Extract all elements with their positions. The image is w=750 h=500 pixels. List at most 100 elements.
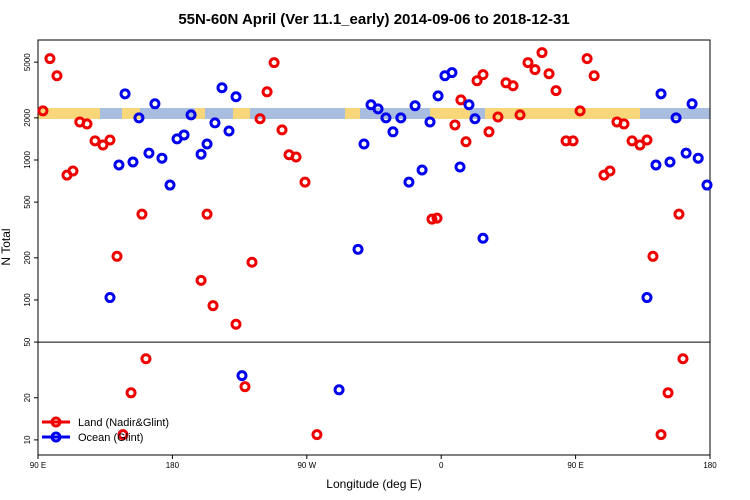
x-tick-label: 90 W bbox=[297, 461, 316, 470]
point bbox=[113, 159, 125, 171]
point bbox=[89, 135, 101, 147]
point bbox=[254, 113, 266, 125]
point bbox=[692, 152, 704, 164]
point bbox=[424, 116, 436, 128]
legend-label: Land (Nadir&Glint) bbox=[78, 417, 169, 429]
point bbox=[290, 151, 302, 163]
point bbox=[216, 82, 228, 94]
point bbox=[67, 165, 79, 177]
point bbox=[333, 384, 345, 396]
point bbox=[492, 111, 504, 123]
point bbox=[588, 70, 600, 82]
point bbox=[449, 119, 461, 131]
point bbox=[195, 148, 207, 160]
point bbox=[127, 156, 139, 168]
point bbox=[178, 129, 190, 141]
point bbox=[239, 381, 251, 393]
point bbox=[567, 135, 579, 147]
point bbox=[230, 91, 242, 103]
point bbox=[431, 212, 443, 224]
point bbox=[670, 112, 682, 124]
point bbox=[387, 126, 399, 138]
point bbox=[201, 208, 213, 220]
point bbox=[463, 99, 475, 111]
point bbox=[104, 134, 116, 146]
point bbox=[81, 118, 93, 130]
point bbox=[662, 387, 674, 399]
point bbox=[185, 109, 197, 121]
point bbox=[230, 318, 242, 330]
point bbox=[37, 105, 49, 117]
legend-marker bbox=[50, 416, 62, 428]
point bbox=[311, 429, 323, 441]
y-tick-label: 500 bbox=[23, 195, 32, 209]
point bbox=[469, 113, 481, 125]
point bbox=[207, 300, 219, 312]
x-tick-label: 90 E bbox=[567, 461, 583, 470]
point bbox=[195, 274, 207, 286]
point bbox=[581, 53, 593, 65]
point bbox=[641, 292, 653, 304]
plot-frame bbox=[37, 39, 711, 456]
point bbox=[261, 86, 273, 98]
point bbox=[641, 134, 653, 146]
point bbox=[483, 126, 495, 138]
point bbox=[51, 70, 63, 82]
point bbox=[133, 112, 145, 124]
point bbox=[477, 69, 489, 81]
point bbox=[514, 109, 526, 121]
point bbox=[701, 179, 713, 191]
point bbox=[680, 147, 692, 159]
point bbox=[574, 105, 586, 117]
point bbox=[618, 118, 630, 130]
point bbox=[460, 136, 472, 148]
point bbox=[673, 208, 685, 220]
point bbox=[446, 67, 458, 79]
point bbox=[117, 429, 129, 441]
point bbox=[352, 243, 364, 255]
point bbox=[201, 138, 213, 150]
point bbox=[650, 159, 662, 171]
legend-marker bbox=[50, 431, 62, 443]
y-tick-label: 100 bbox=[23, 293, 32, 307]
point bbox=[372, 103, 384, 115]
point bbox=[455, 94, 467, 106]
point bbox=[380, 112, 392, 124]
point bbox=[119, 88, 131, 100]
point bbox=[507, 80, 519, 92]
y-tick-label: 200 bbox=[23, 251, 32, 265]
y-axis-label: N Total bbox=[0, 228, 13, 265]
point bbox=[416, 164, 428, 176]
point bbox=[395, 112, 407, 124]
point bbox=[44, 53, 56, 65]
point bbox=[477, 232, 489, 244]
point bbox=[104, 292, 116, 304]
point bbox=[140, 353, 152, 365]
point bbox=[647, 250, 659, 262]
y-tick-label: 20 bbox=[23, 393, 32, 402]
point bbox=[164, 179, 176, 191]
point bbox=[209, 117, 221, 129]
point bbox=[299, 176, 311, 188]
x-tick-label: 90 E bbox=[30, 461, 46, 470]
point bbox=[522, 57, 534, 69]
point bbox=[454, 161, 466, 173]
legend-label: Ocean (Glint) bbox=[78, 432, 143, 444]
x-tick-label: 180 bbox=[166, 461, 180, 470]
y-tick-label: 10 bbox=[23, 435, 32, 444]
point bbox=[111, 250, 123, 262]
point bbox=[125, 387, 137, 399]
y-tick-label: 1000 bbox=[23, 151, 32, 169]
point bbox=[426, 213, 438, 225]
y-tick-label: 50 bbox=[23, 337, 32, 346]
point bbox=[403, 176, 415, 188]
point bbox=[655, 88, 667, 100]
point bbox=[409, 100, 421, 112]
point bbox=[236, 370, 248, 382]
x-tick-label: 0 bbox=[439, 461, 444, 470]
point bbox=[156, 152, 168, 164]
point bbox=[471, 75, 483, 87]
chart-title: 55N-60N April (Ver 11.1_early) 2014-09-0… bbox=[178, 11, 569, 28]
